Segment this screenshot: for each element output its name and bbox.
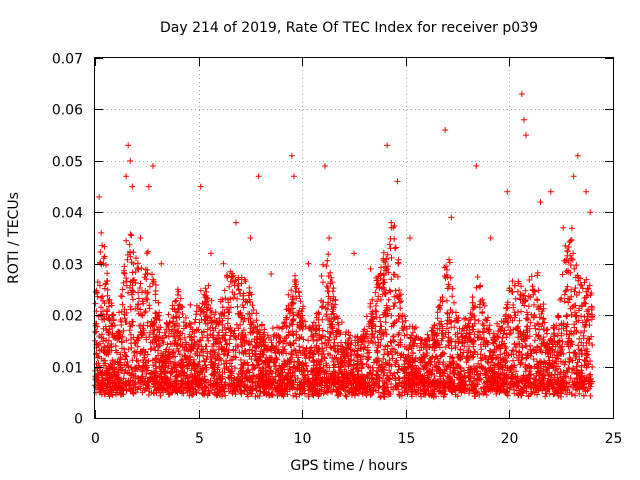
data-point bbox=[100, 260, 107, 267]
data-point bbox=[197, 183, 204, 190]
data-point bbox=[137, 235, 144, 241]
y-tick-label: 0.06 bbox=[52, 103, 83, 119]
data-point bbox=[520, 116, 527, 123]
data-point bbox=[442, 127, 449, 133]
data-point bbox=[145, 183, 152, 190]
data-point bbox=[127, 157, 134, 164]
data-point bbox=[98, 229, 105, 236]
x-tick-label: 0 bbox=[91, 431, 100, 447]
axis-ticks bbox=[95, 58, 614, 419]
data-point bbox=[150, 163, 157, 169]
data-point bbox=[394, 178, 401, 185]
y-tick-label: 0.04 bbox=[52, 206, 83, 222]
y-tick-labels: 0 0.01 0.02 0.03 0.04 0.05 0.06 0.07 bbox=[52, 52, 83, 428]
y-tick-label: 0.02 bbox=[52, 309, 83, 325]
data-point bbox=[504, 188, 511, 195]
data-point bbox=[290, 173, 297, 180]
x-tick-label: 20 bbox=[501, 431, 519, 447]
x-tick-label: 10 bbox=[294, 431, 312, 447]
data-point bbox=[587, 209, 594, 216]
data-point bbox=[570, 173, 577, 180]
x-axis-label: GPS time / hours bbox=[290, 458, 407, 474]
data-point bbox=[268, 271, 275, 277]
data-point bbox=[158, 260, 165, 267]
data-point bbox=[473, 163, 480, 169]
y-tick-label: 0.07 bbox=[52, 52, 83, 68]
data-point bbox=[255, 173, 262, 180]
x-tick-labels: 0 5 10 15 20 25 bbox=[91, 431, 622, 447]
data-point bbox=[384, 142, 391, 149]
chart-title: Day 214 of 2019, Rate Of TEC Index for r… bbox=[160, 20, 538, 36]
data-point bbox=[547, 188, 554, 195]
x-tick-label: 5 bbox=[195, 431, 204, 447]
data-point bbox=[522, 132, 529, 139]
data-points bbox=[92, 91, 596, 401]
data-point bbox=[123, 173, 130, 180]
data-point bbox=[125, 142, 132, 149]
data-point bbox=[574, 152, 581, 159]
data-point bbox=[174, 286, 181, 293]
data-point bbox=[367, 265, 374, 272]
data-point bbox=[129, 183, 136, 190]
plot-frame bbox=[94, 57, 614, 419]
data-point bbox=[321, 163, 328, 169]
data-point bbox=[487, 235, 494, 241]
y-tick-label: 0 bbox=[74, 412, 83, 428]
data-point bbox=[537, 199, 544, 205]
data-point bbox=[232, 219, 239, 226]
data-point bbox=[583, 188, 590, 195]
data-point bbox=[102, 281, 109, 288]
data-point bbox=[288, 152, 295, 159]
data-point bbox=[305, 260, 312, 267]
data-point bbox=[560, 224, 567, 231]
data-point bbox=[247, 235, 254, 241]
data-point bbox=[351, 250, 357, 257]
y-tick-label: 0.01 bbox=[52, 361, 83, 377]
data-point bbox=[220, 260, 227, 267]
y-axis-label: ROTI / TECUs bbox=[6, 192, 22, 284]
data-point bbox=[406, 235, 413, 241]
data-point bbox=[187, 301, 194, 308]
y-tick-label: 0.05 bbox=[52, 155, 83, 171]
y-tick-label: 0.03 bbox=[52, 258, 83, 274]
data-point bbox=[208, 250, 215, 257]
x-tick-label: 25 bbox=[605, 431, 623, 447]
data-point bbox=[388, 224, 395, 231]
data-point bbox=[326, 235, 333, 241]
x-tick-label: 15 bbox=[398, 431, 416, 447]
data-point bbox=[96, 193, 103, 200]
data-point bbox=[448, 214, 455, 221]
data-point bbox=[518, 91, 525, 97]
point-cloud bbox=[92, 219, 596, 401]
